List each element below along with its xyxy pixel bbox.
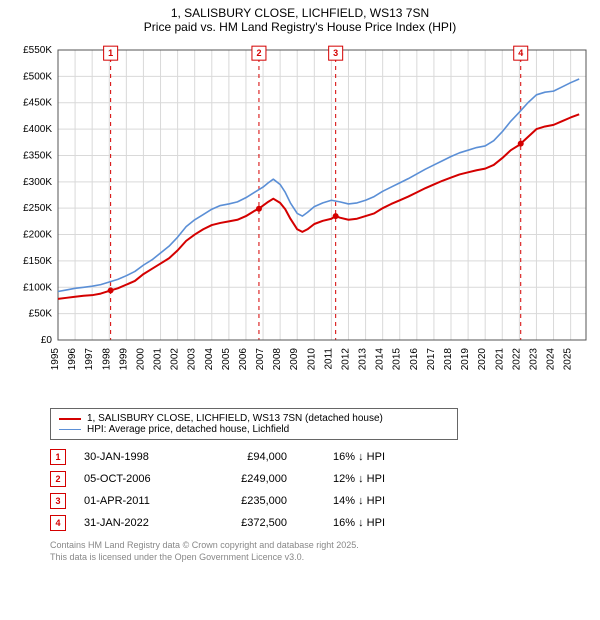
svg-text:£300K: £300K <box>23 177 52 188</box>
footer-attribution: Contains HM Land Registry data © Crown c… <box>50 540 590 563</box>
svg-text:£100K: £100K <box>23 282 52 293</box>
svg-text:£250K: £250K <box>23 203 52 214</box>
row-marker: 3 <box>50 493 66 509</box>
svg-text:2023: 2023 <box>528 348 539 371</box>
svg-text:1995: 1995 <box>50 348 61 371</box>
svg-text:2004: 2004 <box>204 348 215 371</box>
row-pct: 12% ↓ HPI <box>305 473 385 485</box>
svg-text:2020: 2020 <box>477 348 488 371</box>
svg-text:£400K: £400K <box>23 124 52 135</box>
svg-text:2024: 2024 <box>546 348 557 371</box>
svg-text:1997: 1997 <box>84 348 95 371</box>
legend-label: 1, SALISBURY CLOSE, LICHFIELD, WS13 7SN … <box>87 413 383 424</box>
legend-swatch <box>59 429 81 430</box>
row-date: 31-JAN-2022 <box>84 517 189 529</box>
row-marker: 4 <box>50 515 66 531</box>
row-price: £372,500 <box>207 517 287 529</box>
svg-text:2018: 2018 <box>443 348 454 371</box>
svg-text:£150K: £150K <box>23 256 52 267</box>
svg-text:2001: 2001 <box>153 348 164 371</box>
svg-text:2000: 2000 <box>135 348 146 371</box>
legend: 1, SALISBURY CLOSE, LICHFIELD, WS13 7SN … <box>50 408 458 440</box>
table-row: 4 31-JAN-2022 £372,500 16% ↓ HPI <box>50 512 590 534</box>
svg-text:2015: 2015 <box>392 348 403 371</box>
svg-text:2021: 2021 <box>494 348 505 371</box>
svg-text:2003: 2003 <box>187 348 198 371</box>
svg-text:£500K: £500K <box>23 71 52 82</box>
table-row: 3 01-APR-2011 £235,000 14% ↓ HPI <box>50 490 590 512</box>
svg-text:1999: 1999 <box>118 348 129 371</box>
legend-swatch <box>59 418 81 420</box>
row-pct: 14% ↓ HPI <box>305 495 385 507</box>
title-subtitle: Price paid vs. HM Land Registry's House … <box>10 20 590 34</box>
svg-text:2007: 2007 <box>255 348 266 371</box>
svg-text:2014: 2014 <box>375 348 386 371</box>
chart-svg: £0 £50K £100K £150K £200K £250K £300K £350K £400… <box>10 40 590 400</box>
svg-text:3: 3 <box>333 48 338 58</box>
svg-text:2011: 2011 <box>323 348 334 370</box>
footer-line-1: Contains HM Land Registry data © Crown c… <box>50 540 590 552</box>
legend-item: HPI: Average price, detached house, Lich… <box>59 424 449 435</box>
row-price: £94,000 <box>207 451 287 463</box>
legend-label: HPI: Average price, detached house, Lich… <box>87 424 289 435</box>
svg-text:£50K: £50K <box>29 309 53 320</box>
svg-text:2: 2 <box>256 48 261 58</box>
row-price: £235,000 <box>207 495 287 507</box>
svg-text:£350K: £350K <box>23 150 52 161</box>
table-row: 2 05-OCT-2006 £249,000 12% ↓ HPI <box>50 468 590 490</box>
row-pct: 16% ↓ HPI <box>305 517 385 529</box>
svg-text:2019: 2019 <box>460 348 471 371</box>
svg-text:1996: 1996 <box>67 348 78 371</box>
svg-text:4: 4 <box>518 48 523 58</box>
title-address: 1, SALISBURY CLOSE, LICHFIELD, WS13 7SN <box>10 6 590 20</box>
svg-text:2025: 2025 <box>563 348 574 371</box>
svg-text:£550K: £550K <box>23 45 52 56</box>
svg-text:2009: 2009 <box>289 348 300 371</box>
svg-text:2013: 2013 <box>358 348 369 371</box>
svg-text:2010: 2010 <box>306 348 317 371</box>
svg-text:£200K: £200K <box>23 230 52 241</box>
svg-text:1: 1 <box>108 48 113 58</box>
row-marker: 1 <box>50 449 66 465</box>
table-row: 1 30-JAN-1998 £94,000 16% ↓ HPI <box>50 446 590 468</box>
row-date: 05-OCT-2006 <box>84 473 189 485</box>
svg-text:£0: £0 <box>41 335 53 346</box>
row-pct: 16% ↓ HPI <box>305 451 385 463</box>
svg-text:2017: 2017 <box>426 348 437 371</box>
svg-text:2006: 2006 <box>238 348 249 371</box>
svg-text:1998: 1998 <box>101 348 112 371</box>
svg-text:2016: 2016 <box>409 348 420 371</box>
svg-text:2022: 2022 <box>511 348 522 371</box>
svg-text:2012: 2012 <box>340 348 351 371</box>
svg-text:£450K: £450K <box>23 98 52 109</box>
footer-line-2: This data is licensed under the Open Gov… <box>50 552 590 564</box>
row-price: £249,000 <box>207 473 287 485</box>
row-marker: 2 <box>50 471 66 487</box>
svg-text:2005: 2005 <box>221 348 232 371</box>
price-chart: £0 £50K £100K £150K £200K £250K £300K £350K £400… <box>10 40 590 400</box>
svg-text:2008: 2008 <box>272 348 283 371</box>
sales-table: 1 30-JAN-1998 £94,000 16% ↓ HPI 2 05-OCT-2006… <box>50 446 590 534</box>
row-date: 30-JAN-1998 <box>84 451 189 463</box>
legend-item: 1, SALISBURY CLOSE, LICHFIELD, WS13 7SN … <box>59 413 449 424</box>
row-date: 01-APR-2011 <box>84 495 189 507</box>
svg-text:2002: 2002 <box>170 348 181 371</box>
